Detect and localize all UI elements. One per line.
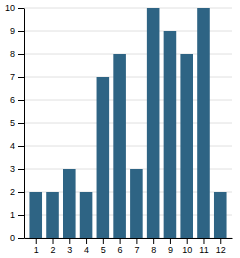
x-tick: 10 xyxy=(182,238,192,255)
x-tick-label: 3 xyxy=(67,245,72,255)
x-tick: 2 xyxy=(51,238,56,255)
y-tick-label: 9 xyxy=(10,26,15,36)
x-tick-label: 1 xyxy=(34,245,39,255)
y-tick: 0 xyxy=(10,233,24,243)
x-tick: 9 xyxy=(168,238,173,255)
y-tick-label: 5 xyxy=(10,118,15,128)
bar xyxy=(147,8,160,238)
y-tick-label: 8 xyxy=(10,49,15,59)
x-tick: 7 xyxy=(134,238,139,255)
y-tick: 4 xyxy=(10,141,24,151)
y-tick-mark xyxy=(18,238,24,239)
x-tick-label: 2 xyxy=(51,245,56,255)
x-tick: 8 xyxy=(151,238,156,255)
y-tick-mark xyxy=(18,192,24,193)
x-tick: 1 xyxy=(34,238,39,255)
x-tick: 3 xyxy=(67,238,72,255)
y-tick: 1 xyxy=(10,210,24,220)
bar xyxy=(80,192,93,238)
y-tick: 10 xyxy=(5,3,24,13)
bar xyxy=(29,192,42,238)
bars xyxy=(29,8,226,238)
x-tick-mark xyxy=(103,238,104,244)
x-tick-mark xyxy=(36,238,37,244)
y-tick: 3 xyxy=(10,164,24,174)
y-tick-mark xyxy=(18,31,24,32)
bar xyxy=(197,8,210,238)
y-tick: 7 xyxy=(10,72,24,82)
x-tick-label: 4 xyxy=(84,245,89,255)
bar xyxy=(113,54,126,238)
y-tick-label: 10 xyxy=(5,3,15,13)
x-tick-label: 10 xyxy=(182,245,192,255)
x-tick: 6 xyxy=(118,238,123,255)
y-tick: 2 xyxy=(10,187,24,197)
grid xyxy=(24,8,232,238)
bar xyxy=(180,54,193,238)
y-tick-label: 2 xyxy=(10,187,15,197)
y-tick: 6 xyxy=(10,95,24,105)
x-tick-mark xyxy=(187,238,188,244)
chart: 123456789101112012345678910 xyxy=(0,0,240,258)
x-tick: 11 xyxy=(199,238,208,255)
y-tick-mark xyxy=(18,77,24,78)
x-tick-mark xyxy=(170,238,171,244)
x-axis: 123456789101112 xyxy=(25,238,233,255)
bar xyxy=(97,77,110,238)
y-tick-mark xyxy=(18,169,24,170)
bar xyxy=(130,169,143,238)
x-tick-mark xyxy=(69,238,70,244)
x-tick-label: 9 xyxy=(168,245,173,255)
bar xyxy=(164,31,177,238)
y-tick: 9 xyxy=(10,26,24,36)
x-tick-mark xyxy=(120,238,121,244)
y-tick-label: 3 xyxy=(10,164,15,174)
y-axis-line xyxy=(24,9,25,239)
x-tick: 5 xyxy=(101,238,106,255)
y-tick-mark xyxy=(18,54,24,55)
y-tick-label: 7 xyxy=(10,72,15,82)
y-tick: 8 xyxy=(10,49,24,59)
x-tick: 4 xyxy=(84,238,89,255)
y-tick-label: 1 xyxy=(10,210,15,220)
x-tick-mark xyxy=(136,238,137,244)
x-tick-label: 6 xyxy=(118,245,123,255)
y-tick-label: 4 xyxy=(10,141,15,151)
x-axis-line xyxy=(25,238,233,239)
y-tick-mark xyxy=(18,8,24,9)
y-tick: 5 xyxy=(10,118,24,128)
plot: 123456789101112012345678910 xyxy=(5,3,233,255)
x-tick-mark xyxy=(220,238,221,244)
x-tick-label: 5 xyxy=(101,245,106,255)
x-tick-label: 7 xyxy=(134,245,139,255)
y-tick-mark xyxy=(18,123,24,124)
y-tick-mark xyxy=(18,215,24,216)
x-tick-label: 12 xyxy=(216,245,226,255)
x-tick-mark xyxy=(86,238,87,244)
y-axis: 0 1 2 3 4 5 6 7 8 9 10 xyxy=(5,3,25,243)
y-tick-label: 0 xyxy=(10,233,15,243)
x-tick-label: 11 xyxy=(199,245,208,255)
y-tick-mark xyxy=(18,146,24,147)
bar xyxy=(46,192,59,238)
x-tick: 12 xyxy=(216,238,226,255)
y-tick-label: 6 xyxy=(10,95,15,105)
x-tick-mark xyxy=(53,238,54,244)
y-tick-mark xyxy=(18,100,24,101)
x-tick-label: 8 xyxy=(151,245,156,255)
bar xyxy=(63,169,76,238)
x-tick-mark xyxy=(203,238,204,244)
bar xyxy=(214,192,227,238)
x-tick-mark xyxy=(153,238,154,244)
